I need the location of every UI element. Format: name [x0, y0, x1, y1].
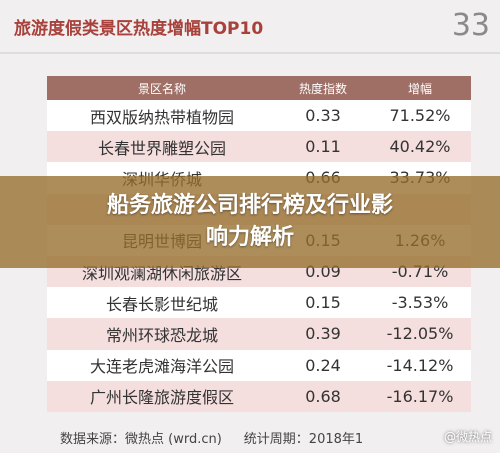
table-row: 西双版纳热带植物园 0.33 71.52%: [47, 100, 471, 132]
cell: 0.11: [305, 137, 341, 157]
cell: 0.68: [305, 386, 341, 406]
column-header: 热度指数: [298, 81, 347, 96]
cell: 大连老虎滩海洋公园: [89, 357, 234, 377]
cell: -14.12%: [386, 355, 454, 375]
table-row: 广州长隆旅游度假区 0.68 -16.17%: [47, 380, 471, 412]
cell: 0.33: [305, 106, 341, 126]
cell: -3.53%: [391, 293, 449, 313]
source: 数据来源：微热点 (wrd.cn): [60, 432, 222, 447]
footer: 数据来源：微热点 (wrd.cn) 统计周期：2018年1: [60, 428, 385, 447]
table-row: 长春世界雕塑公园 0.11 40.42%: [47, 131, 471, 163]
cell: 常州环球恐龙城: [105, 325, 218, 345]
header-row: 景区名称 热度指数 增幅: [47, 76, 471, 100]
title: 旅游度假类景区热度增幅TOP10: [14, 19, 264, 39]
cell: 0.15: [305, 293, 341, 313]
cell: 71.52%: [389, 106, 451, 126]
cell: 0.39: [305, 324, 341, 344]
watermark: @微热点: [443, 430, 492, 444]
cell: -16.17%: [386, 386, 454, 406]
page-number: 33: [451, 8, 490, 43]
banner: 船务旅游公司排行榜及行业影 响力解析: [0, 176, 500, 268]
cell: 长春世界雕塑公园: [97, 138, 226, 158]
cell: 40.42%: [389, 137, 451, 157]
table-row: 大连老虎滩海洋公园 0.24 -14.12%: [47, 349, 471, 381]
cell: 深圳观澜湖休闲旅游区: [81, 263, 242, 283]
divider: [0, 52, 500, 54]
cell: -12.05%: [386, 324, 454, 344]
cell: 0.24: [305, 355, 341, 375]
cell: 西双版纳热带植物园: [89, 107, 234, 127]
column-header: 景区名称: [137, 81, 186, 96]
cell: 广州长隆旅游度假区: [89, 388, 234, 408]
cell: 长春长影世纪城: [105, 294, 218, 314]
banner-text: 响力解析: [205, 225, 294, 250]
period: 统计周期：2018年1: [243, 432, 364, 447]
banner-text: 船务旅游公司排行榜及行业影: [106, 193, 393, 218]
table-row: 常州环球恐龙城 0.39 -12.05%: [47, 318, 471, 350]
column-header: 增幅: [407, 81, 432, 96]
table-row: 长春长影世纪城 0.15 -3.53%: [47, 287, 471, 319]
